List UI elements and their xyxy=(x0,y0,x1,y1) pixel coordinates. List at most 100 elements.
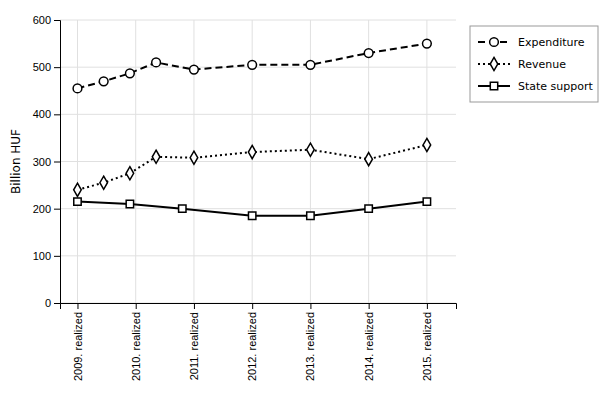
legend: Expenditure Revenue State support xyxy=(470,26,598,102)
y-tick: 500 xyxy=(33,61,60,73)
y-tick-mark xyxy=(54,20,60,21)
series-point xyxy=(152,58,161,67)
x-tick-mark xyxy=(310,303,311,309)
y-axis-line xyxy=(54,21,61,304)
grid-line-y xyxy=(60,114,456,115)
x-tick-mark xyxy=(136,303,137,309)
y-tick: 600 xyxy=(33,14,60,26)
x-tick: 2010. realized xyxy=(130,303,142,381)
x-tick-label: 2011. realized xyxy=(188,312,200,380)
grid-line-y xyxy=(60,67,456,68)
y-tick-label: 100 xyxy=(33,250,51,262)
series-point xyxy=(152,150,160,163)
series-point xyxy=(73,84,82,93)
grid-line-y xyxy=(60,208,456,209)
series-point xyxy=(365,205,372,212)
y-tick-label: 300 xyxy=(33,156,51,168)
series-point xyxy=(179,205,186,212)
y-tick: 300 xyxy=(33,156,60,168)
chart: 2009. realized 2010. realized 2011. realiz… xyxy=(0,0,606,403)
series xyxy=(73,39,431,93)
x-tick-label: 2009. realized xyxy=(71,312,83,381)
legend-label: State support xyxy=(518,80,594,93)
x-tick-mark xyxy=(427,303,428,309)
legend-label: Revenue xyxy=(518,58,566,71)
y-tick-mark xyxy=(54,303,60,304)
y-tick: 0 xyxy=(45,297,60,309)
series-point xyxy=(423,138,431,151)
legend-item: State support xyxy=(478,80,594,93)
series-point xyxy=(423,198,430,205)
y-tick-label: 0 xyxy=(45,297,51,309)
series-line xyxy=(77,44,426,89)
x-tick-label: 2012. realized xyxy=(246,312,258,381)
series-point xyxy=(248,60,257,69)
series-point xyxy=(365,153,373,166)
x-tick: 2011. realized xyxy=(188,303,200,380)
y-tick-label: 400 xyxy=(33,108,51,120)
x-axis-line xyxy=(61,304,457,310)
x-tick-label: 2014. realized xyxy=(363,312,375,381)
series-point xyxy=(248,145,256,158)
x-tick-label: 2015. realized xyxy=(421,312,433,381)
series-point xyxy=(364,49,373,58)
grid-line-y xyxy=(60,255,456,256)
y-axis-title: Billion HUF xyxy=(9,129,23,194)
y-tick-mark xyxy=(54,114,60,115)
legend-item: Expenditure xyxy=(478,36,585,49)
x-axis: 2009. realized 2010. realized 2011. realiz… xyxy=(61,303,457,381)
y-tick-mark xyxy=(54,67,60,68)
series-point xyxy=(126,167,134,180)
series-line xyxy=(77,145,426,190)
series-point xyxy=(190,65,199,74)
series-point xyxy=(248,212,255,219)
grid-line-y xyxy=(60,161,456,162)
y-tick-label: 500 xyxy=(33,61,51,73)
legend-marker xyxy=(490,57,498,70)
series-point xyxy=(306,60,315,69)
y-tick: 400 xyxy=(33,108,60,120)
series-area xyxy=(73,39,431,219)
grid-line-x xyxy=(135,20,136,303)
x-tick: 2014. realized xyxy=(363,303,375,381)
y-tick-mark xyxy=(54,162,60,163)
plot: 2009. realized 2010. realized 2011. realiz… xyxy=(33,14,457,381)
x-tick: 2013. realized xyxy=(304,303,316,381)
x-tick-mark xyxy=(77,303,78,309)
y-tick-label: 600 xyxy=(33,14,51,26)
y-tick-label: 200 xyxy=(33,203,51,215)
x-tick-label: 2010. realized xyxy=(130,312,142,381)
legend-marker xyxy=(490,38,499,47)
x-tick-mark xyxy=(369,303,370,309)
y-tick-mark xyxy=(54,209,60,210)
series-point xyxy=(74,198,81,205)
grid xyxy=(60,20,456,303)
x-tick: 2009. realized xyxy=(71,303,83,381)
x-tick-mark xyxy=(252,303,253,309)
series-point xyxy=(307,143,315,156)
series xyxy=(74,198,431,220)
series-point xyxy=(74,183,82,196)
grid-line-x xyxy=(77,20,78,303)
series-point xyxy=(126,69,135,78)
series-point xyxy=(190,151,198,164)
legend-frame xyxy=(470,26,598,102)
legend-marker xyxy=(490,82,497,89)
y-tick: 100 xyxy=(33,250,60,262)
legend-label: Expenditure xyxy=(518,36,585,49)
series-point xyxy=(423,39,432,48)
grid-line-y xyxy=(60,20,456,21)
series-point xyxy=(100,176,108,189)
series-point xyxy=(126,200,133,207)
x-tick: 2012. realized xyxy=(246,303,258,381)
y-tick: 200 xyxy=(33,203,60,215)
x-tick-mark xyxy=(194,303,195,309)
legend-item: Revenue xyxy=(478,57,566,70)
series-point xyxy=(99,77,108,86)
x-tick-label: 2013. realized xyxy=(304,312,316,381)
grid-line-x xyxy=(426,20,427,303)
series xyxy=(74,138,431,196)
x-tick: 2015. realized xyxy=(421,303,433,381)
series-point xyxy=(307,212,314,219)
y-axis: 0 100 200 300 400 500 600 xyxy=(33,14,61,309)
